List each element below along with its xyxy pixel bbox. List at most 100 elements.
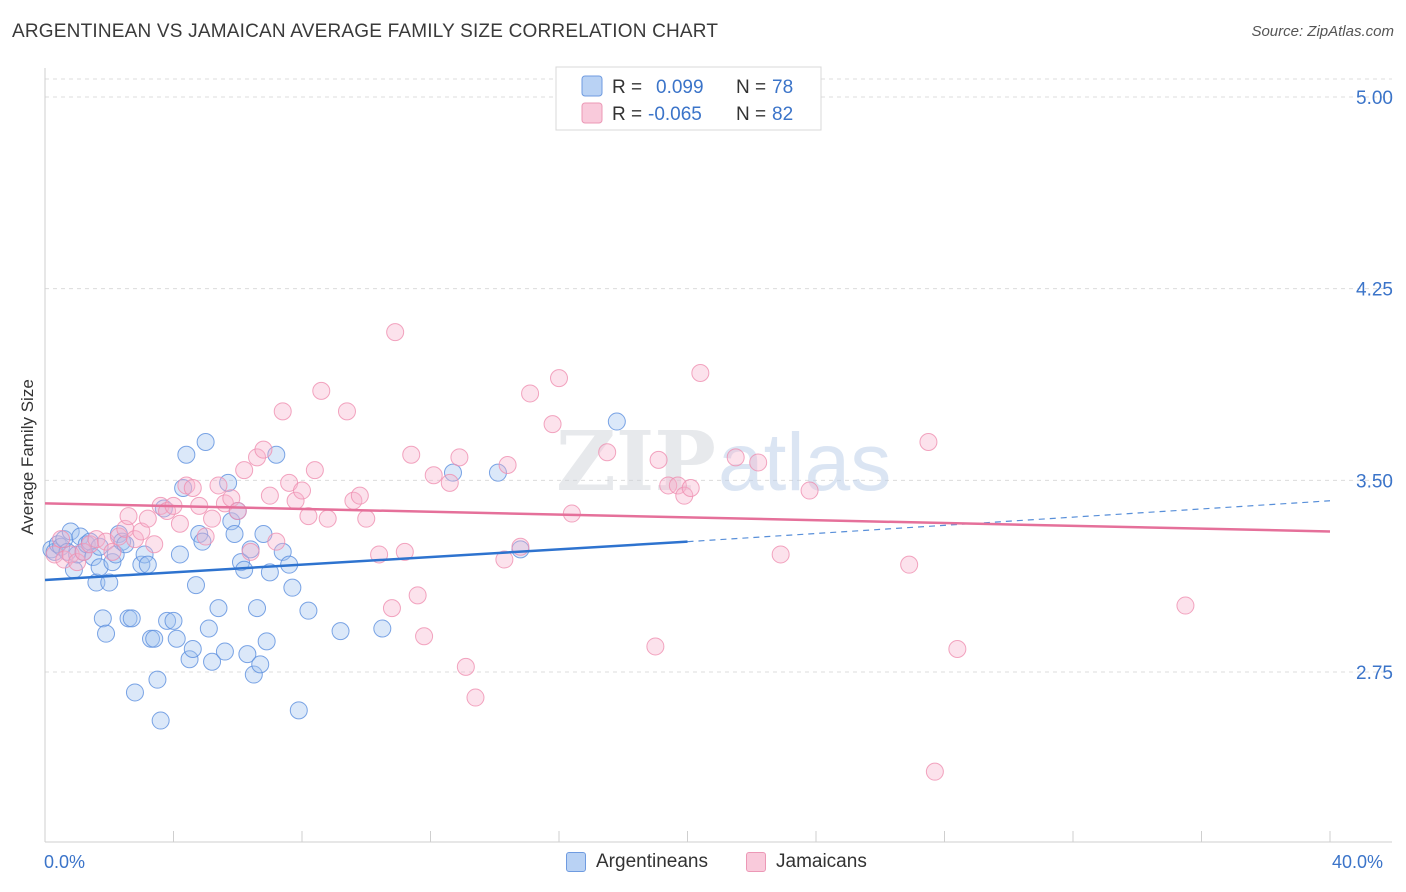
jamaican-point-82: [948, 640, 967, 658]
legend-swatch-blue: [566, 852, 586, 872]
jamaican-point-81: [925, 762, 944, 781]
jamaican-point-76: [749, 453, 768, 472]
legend-r-value-1: 0.099: [656, 77, 704, 98]
argentinean-point-16: [93, 609, 112, 628]
jamaican-point-75: [726, 448, 745, 467]
argentinean-point-35: [158, 611, 177, 630]
argentinean-point-68: [283, 578, 302, 597]
argentinean-point-74: [488, 463, 507, 482]
jamaican-point-78: [800, 481, 819, 500]
jamaican-point-40: [299, 507, 318, 526]
argentinean-point-49: [209, 599, 228, 618]
legend-item-jamaicans[interactable]: Jamaicans: [746, 851, 867, 873]
jamaican-point-43: [318, 509, 337, 528]
trendlines: [44, 500, 1331, 582]
argentinean-point-40: [177, 445, 196, 464]
argentinean-point-76: [607, 412, 626, 431]
jamaican-point-79: [900, 555, 919, 574]
jamaican-point-47: [357, 509, 376, 528]
jamaican-point-74: [691, 364, 710, 382]
jamaican-point-57: [450, 448, 469, 467]
jamaican-point-44: [337, 402, 356, 421]
jamaican-point-5: [74, 542, 93, 561]
jamaican-point-4: [68, 553, 87, 572]
jamaican-point-50: [386, 323, 405, 342]
jamaican-point-31: [241, 542, 260, 561]
legend-label-argentineans: Argentineans: [596, 851, 708, 872]
gridlines: [45, 78, 1392, 673]
jamaican-point-73: [681, 479, 700, 497]
legend-r-value-2: -0.065: [648, 104, 702, 125]
argentinean-point-69: [289, 701, 308, 720]
jamaican-point-65: [550, 369, 568, 388]
jamaican-point-33: [254, 440, 273, 459]
argentinean-point-41: [180, 650, 199, 669]
legend-n-label-2: N =: [736, 104, 766, 125]
jamaican-point-70: [659, 476, 678, 495]
jamaican-point-42: [312, 381, 331, 400]
jamaican-point-69: [649, 450, 668, 469]
argentinean-point-57: [238, 645, 257, 664]
argentinean-point-38: [170, 545, 189, 564]
argentineans-trendline-extension: [687, 500, 1331, 543]
y-tick-label-2: 4.25: [1356, 280, 1393, 301]
jamaican-point-49: [382, 599, 401, 618]
jamaican-point-9: [103, 542, 122, 561]
jamaican-point-35: [267, 532, 286, 551]
argentinean-point-53: [225, 525, 244, 543]
jamaican-point-55: [424, 466, 443, 485]
jamaican-point-16: [145, 535, 164, 554]
jamaican-point-39: [293, 481, 311, 500]
jamaican-point-68: [646, 637, 665, 656]
jamaican-point-72: [675, 486, 694, 505]
jamaican-point-25: [203, 509, 222, 528]
argentinean-point-73: [443, 463, 462, 482]
jamaican-point-29: [228, 502, 247, 520]
jamaican-point-12: [119, 507, 138, 526]
jamaican-point-1: [52, 530, 71, 549]
legend-swatch-pink: [746, 852, 766, 872]
legend-r-label-2: R =: [612, 104, 642, 125]
jamaican-point-15: [138, 509, 157, 528]
y-tick-labels: 2.75 3.50 4.25 5.00: [1356, 88, 1393, 684]
jamaican-point-64: [543, 415, 562, 434]
jamaican-point-54: [415, 627, 434, 646]
jamaican-point-20: [170, 514, 189, 533]
jamaican-point-56: [440, 473, 459, 492]
jamaican-point-10: [109, 527, 128, 546]
jamaican-point-80: [919, 433, 938, 451]
jamaican-point-67: [598, 443, 617, 462]
jamaican-point-52: [402, 445, 421, 464]
argentineans-trendline: [44, 540, 688, 582]
jamaican-point-77: [771, 545, 790, 564]
legend-n-value-2: 82: [772, 104, 793, 125]
argentinean-point-17: [97, 624, 116, 643]
argentineans-points: [42, 412, 626, 730]
argentinean-point-37: [167, 629, 186, 648]
argentinean-point-42: [183, 640, 202, 658]
argentinean-point-46: [196, 433, 215, 451]
argentinean-point-9: [71, 527, 90, 546]
argentinean-point-32: [148, 670, 167, 689]
jamaican-point-60: [495, 550, 514, 569]
y-tick-label-3: 5.00: [1356, 88, 1393, 109]
jamaican-point-53: [408, 586, 427, 605]
argentinean-point-50: [215, 642, 234, 661]
legend-item-argentineans[interactable]: Argentineans: [566, 851, 708, 873]
argentinean-point-26: [125, 683, 144, 702]
argentinean-point-33: [151, 711, 170, 730]
jamaican-point-32: [248, 448, 267, 467]
argentinean-point-39: [174, 479, 193, 497]
jamaican-point-30: [235, 461, 254, 480]
jamaicans-trendline: [44, 502, 1331, 533]
jamaicans-points: [45, 323, 1195, 781]
argentinean-point-72: [373, 619, 392, 638]
jamaican-point-22: [183, 479, 202, 497]
argentinean-point-48: [203, 652, 222, 671]
watermark-zip: ZIP: [556, 414, 716, 510]
legend-swatch-jamaicans: [581, 102, 603, 124]
jamaican-point-61: [498, 456, 517, 474]
argentinean-point-70: [299, 601, 318, 620]
legend-swatch-argentineans: [581, 75, 603, 97]
legend-label-jamaicans: Jamaicans: [776, 851, 867, 872]
